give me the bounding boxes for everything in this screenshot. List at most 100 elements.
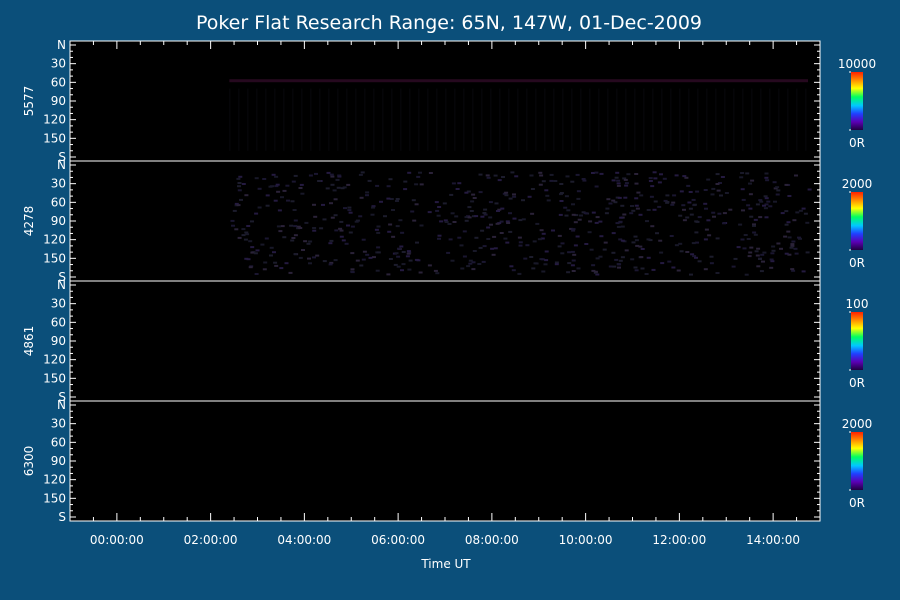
noise-pixel [376,225,381,228]
noise-pixel [399,245,404,248]
noise-pixel [403,188,408,191]
noise-pixel [419,224,424,227]
noise-pixel [559,193,563,196]
noise-pixel [797,236,801,239]
noise-pixel [539,229,544,232]
noise-pixel [667,260,672,263]
noise-pixel [435,272,440,275]
noise-pixel [290,200,295,203]
scan-column [427,88,429,151]
scan-column [472,88,474,151]
noise-pixel [604,212,609,215]
noise-pixel [391,235,396,238]
noise-pixel [611,199,616,202]
noise-pixel [355,219,360,222]
noise-pixel [658,239,663,242]
noise-pixel [634,204,639,207]
noise-pixel [313,215,318,218]
noise-pixel [371,206,375,209]
noise-pixel [763,195,768,198]
noise-pixel [379,200,383,203]
scan-column [337,88,339,151]
y-tick-label: 30 [51,177,66,191]
noise-pixel [412,219,417,222]
noise-pixel [504,194,509,197]
noise-pixel [518,244,523,247]
noise-pixel [676,269,681,272]
noise-pixel [559,200,564,202]
noise-pixel [652,171,657,174]
noise-pixel [304,221,309,224]
noise-pixel [559,192,564,194]
noise-pixel [512,217,517,220]
noise-pixel [254,212,259,215]
noise-pixel [663,199,668,202]
noise-pixel [317,180,322,182]
noise-pixel [285,184,290,187]
x-axis-label: Time UT [420,557,471,571]
y-tick-label: 120 [43,473,66,487]
noise-pixel [624,184,629,187]
noise-pixel [483,213,488,216]
noise-pixel [448,238,453,241]
noise-pixel [618,259,623,262]
noise-pixel [416,175,421,178]
noise-pixel [748,207,753,210]
noise-pixel [653,177,658,180]
noise-pixel [612,265,617,268]
noise-pixel [346,224,350,227]
y-tick-label: 30 [51,57,66,71]
noise-pixel [397,247,401,250]
noise-pixel [288,271,293,274]
noise-pixel [695,190,700,193]
noise-pixel [659,173,663,176]
noise-pixel [608,202,613,205]
scan-column [418,88,420,151]
noise-pixel [527,195,532,198]
noise-pixel [784,210,789,213]
noise-pixel [753,218,758,221]
noise-pixel [512,195,517,198]
noise-pixel [518,241,523,244]
noise-pixel [485,174,490,177]
noise-pixel [355,259,360,262]
noise-pixel [407,268,412,271]
noise-pixel [454,215,459,218]
noise-pixel [566,209,571,212]
noise-pixel [758,258,762,260]
noise-pixel [706,178,711,181]
noise-pixel [593,270,598,273]
noise-pixel [640,267,645,270]
noise-pixel [736,246,741,249]
noise-pixel [418,171,422,174]
noise-pixel [319,227,324,230]
noise-pixel [358,173,363,176]
noise-pixel [553,180,558,182]
noise-pixel [433,269,438,272]
noise-pixel [563,206,568,209]
noise-pixel [274,264,279,267]
noise-pixel [406,250,411,253]
noise-pixel [752,231,757,234]
noise-pixel [263,261,268,264]
noise-pixel [720,176,725,178]
noise-pixel [715,173,720,176]
noise-pixel [775,186,780,189]
noise-pixel [274,175,279,178]
noise-pixel [338,227,343,230]
noise-pixel [347,209,352,212]
wavelength-label: 4278 [22,206,36,237]
noise-pixel [566,271,571,274]
noise-pixel [790,244,795,247]
noise-pixel [783,235,788,238]
noise-pixel [272,251,276,254]
noise-pixel [505,220,510,223]
scan-column [724,88,726,151]
noise-pixel [616,179,621,182]
y-tick-label: 30 [51,297,66,311]
noise-pixel [770,260,775,263]
noise-pixel [483,208,488,211]
noise-pixel [599,172,604,175]
noise-pixel [451,182,456,185]
noise-pixel [481,260,486,263]
